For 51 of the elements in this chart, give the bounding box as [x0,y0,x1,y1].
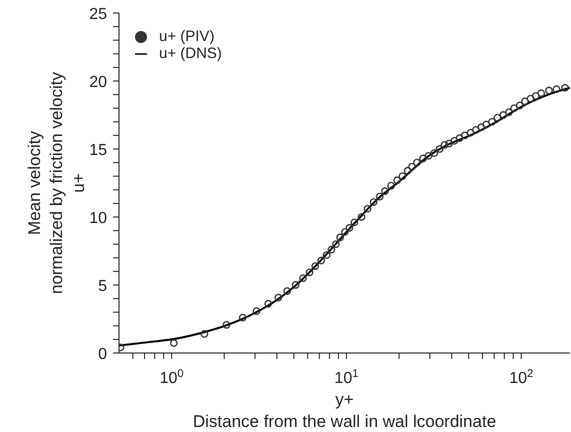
point [387,182,395,190]
point [381,187,389,196]
y-tick-label: 0 [98,346,108,363]
y-tick-label: 15 [89,142,108,159]
point [430,149,438,157]
point [526,94,534,103]
point [450,136,458,145]
point [488,118,496,126]
x-tick-label: 10$^{1}$ [334,368,358,387]
point [336,234,344,242]
point [460,132,469,140]
point [424,152,432,160]
x-axis-title: y+ Distance from the wall in wal lcoordinate [192,390,496,431]
point [466,128,474,137]
y-tick-label: 25 [89,6,108,23]
y-tick-label: 10 [89,210,108,227]
point [440,141,448,149]
point [500,111,508,119]
point [306,268,314,276]
point [521,98,529,106]
point [516,102,524,110]
point [510,104,518,112]
x-tick-label: 10$^{0}$ [160,368,184,387]
point [436,145,444,153]
point [299,274,307,282]
point [376,192,384,200]
point [413,158,421,166]
point [332,240,340,248]
point [532,92,540,100]
point [328,246,336,254]
point [482,120,490,128]
point [505,108,513,116]
x-tick-label: 10$^{2}$ [509,368,534,387]
point [311,262,320,270]
point [477,123,486,132]
point [472,126,480,134]
y-tick-label: 5 [98,278,108,295]
point [456,134,464,142]
point [494,114,502,122]
legend-label: u+ (DNS) [159,45,222,62]
point [419,154,427,162]
point [358,213,366,221]
point [445,140,453,148]
y-tick-label: 20 [89,74,108,91]
y-axis-title: Mean velocity normalized by friction velocity u+ [25,71,88,294]
legend-label: u+ (PIV) [159,28,214,45]
point [370,198,378,206]
point [408,162,416,171]
point [537,89,546,98]
point [341,228,349,236]
point [364,204,372,213]
